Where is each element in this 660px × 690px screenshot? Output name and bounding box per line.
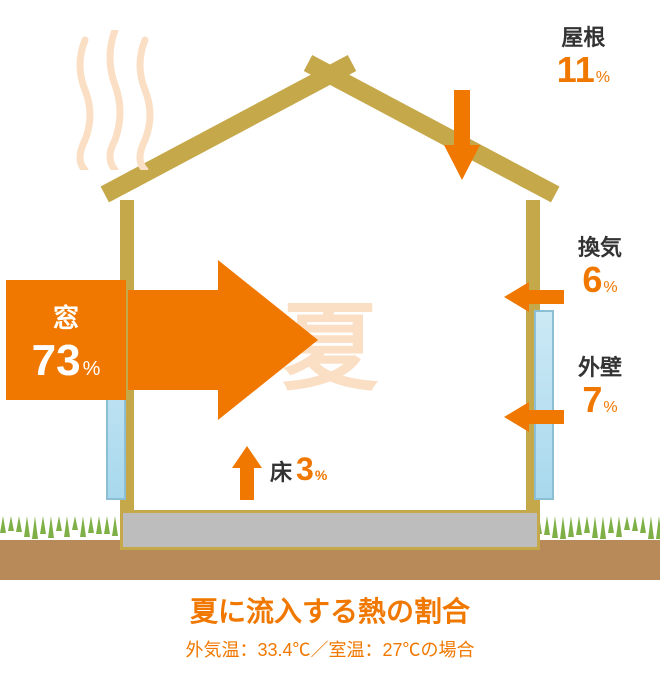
floor-metric-label: 床 (270, 460, 292, 485)
floor-metric: 床3% (270, 451, 327, 488)
house-diagram: 夏 窓 73% 屋根 11% 換気 6% 外壁 7% (0, 0, 660, 580)
vent-metric-label: 換気 (578, 230, 622, 262)
window-metric-badge: 窓 73% (6, 280, 126, 400)
roof-metric-label: 屋根 (557, 20, 610, 52)
vent-arrow-icon (504, 282, 564, 312)
floor-metric-unit: % (315, 467, 327, 483)
roof-metric-unit: % (596, 69, 610, 86)
wall-arrow-icon (504, 402, 564, 432)
vent-metric-value: 6 (582, 259, 602, 300)
window-metric-unit: % (83, 358, 101, 380)
roof-metric-value: 11 (557, 49, 595, 90)
floor-metric-value: 3 (296, 451, 314, 487)
window-metric-value: 73 (32, 336, 81, 385)
wall-metric-value: 7 (582, 379, 602, 420)
heat-waves-icon (70, 30, 160, 170)
infographic-canvas: 夏 窓 73% 屋根 11% 換気 6% 外壁 7% (0, 0, 660, 690)
roof-metric: 屋根 11% (557, 20, 610, 88)
caption: 夏に流入する熱の割合 外気温：33.4℃／室温：27℃の場合 (0, 580, 660, 662)
wall-metric: 外壁 7% (578, 350, 622, 418)
wall-metric-label: 外壁 (578, 350, 622, 382)
window-metric-label: 窓 (53, 298, 79, 335)
window-arrow-icon (128, 260, 318, 420)
wall-metric-unit: % (603, 399, 617, 416)
caption-title: 夏に流入する熱の割合 (0, 590, 660, 630)
foundation (120, 510, 540, 550)
vent-metric: 換気 6% (578, 230, 622, 298)
vent-metric-unit: % (603, 279, 617, 296)
roof-arrow-icon (444, 90, 480, 180)
caption-subtitle: 外気温：33.4℃／室温：27℃の場合 (0, 636, 660, 662)
floor-arrow-icon (232, 446, 262, 500)
